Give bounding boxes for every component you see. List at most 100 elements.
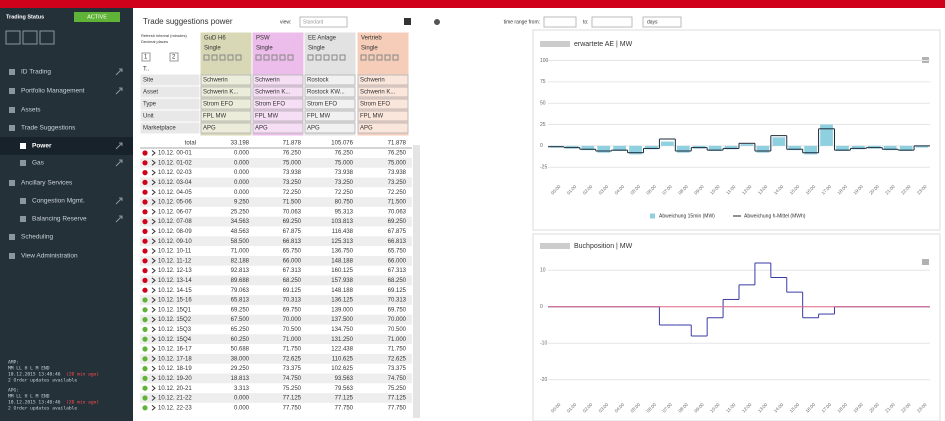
expand-arrow[interactable]: [151, 159, 156, 166]
cell-value: 75.250: [283, 386, 302, 392]
attr-select[interactable]: [304, 110, 356, 122]
column-tool[interactable]: [255, 54, 262, 61]
attr-select[interactable]: [304, 74, 356, 86]
expand-arrow[interactable]: [151, 238, 156, 245]
attr-select[interactable]: [252, 110, 304, 122]
nav-item[interactable]: Scheduling: [21, 234, 54, 241]
attr-select[interactable]: [200, 110, 252, 122]
nav-item[interactable]: ID Trading: [21, 69, 51, 76]
nav-item[interactable]: Trade Suggestions: [21, 125, 76, 132]
attr-select[interactable]: [357, 110, 409, 122]
log-time: 10.12.2015 13:40:46: [8, 400, 61, 406]
expand-arrow[interactable]: [151, 218, 156, 225]
expand-arrow[interactable]: [151, 395, 156, 401]
chart-menu[interactable]: [922, 259, 929, 265]
nav-item[interactable]: Congestion Mgmt.: [32, 198, 85, 205]
attr-select[interactable]: [357, 98, 409, 110]
column-tool[interactable]: [307, 54, 314, 61]
chart-menu[interactable]: [922, 57, 929, 63]
expand-arrow[interactable]: [151, 316, 156, 323]
expand-arrow[interactable]: [151, 169, 156, 176]
expand-arrow[interactable]: [151, 385, 156, 392]
attr-select[interactable]: [304, 122, 356, 134]
attr-select[interactable]: [357, 74, 409, 86]
expand-arrow[interactable]: [151, 267, 156, 274]
scrollbar[interactable]: [413, 145, 420, 418]
expand-arrow[interactable]: [151, 179, 156, 186]
column-tool[interactable]: [287, 54, 294, 61]
attr-select[interactable]: [304, 86, 356, 98]
attr-select[interactable]: [357, 122, 409, 134]
expand-arrow[interactable]: [151, 336, 156, 343]
cell-value: 68.250: [283, 278, 302, 284]
cell-value: 0.000: [234, 396, 250, 402]
expand-arrow[interactable]: [151, 189, 156, 196]
attr-select[interactable]: [200, 74, 252, 86]
column-tool[interactable]: [211, 54, 218, 61]
refresh-input[interactable]: [141, 52, 151, 62]
column-tool[interactable]: [315, 54, 322, 61]
column-tool[interactable]: [219, 54, 226, 61]
expand-arrow[interactable]: [151, 277, 156, 284]
column-tool[interactable]: [339, 54, 346, 61]
icon-button[interactable]: [39, 30, 55, 45]
icon-button[interactable]: [22, 30, 38, 45]
date-to[interactable]: [591, 16, 633, 28]
add-button[interactable]: [404, 18, 411, 25]
column-tool[interactable]: [271, 54, 278, 61]
expand-arrow[interactable]: [151, 287, 156, 294]
bar: [613, 145, 626, 151]
cell-value: 73.938: [283, 170, 302, 176]
bar: [883, 145, 897, 151]
column-tool[interactable]: [376, 54, 383, 61]
expand-arrow[interactable]: [151, 199, 156, 205]
column-tool[interactable]: [235, 54, 242, 61]
icon-button[interactable]: [5, 30, 21, 45]
column-tool[interactable]: [360, 54, 367, 61]
expand-arrow[interactable]: [151, 150, 156, 156]
expand-arrow[interactable]: [151, 248, 156, 254]
expand-arrow[interactable]: [151, 306, 156, 313]
expand-arrow[interactable]: [151, 228, 156, 235]
nav-item[interactable]: Balancing Reserve: [32, 216, 87, 223]
attr-select[interactable]: [200, 86, 252, 98]
nav-item[interactable]: Power: [32, 143, 52, 150]
nav-item[interactable]: Ancillary Services: [21, 180, 73, 187]
column-tool[interactable]: [227, 54, 234, 61]
expand-arrow[interactable]: [151, 355, 156, 362]
decimal-input[interactable]: [169, 52, 179, 62]
nav-item[interactable]: Gas: [32, 160, 45, 167]
nav-item[interactable]: Portfolio Management: [21, 88, 85, 95]
attr-select[interactable]: [200, 122, 252, 134]
attr-select[interactable]: [252, 74, 304, 86]
expand-arrow[interactable]: [151, 346, 156, 352]
expand-arrow[interactable]: [151, 297, 156, 303]
attr-select[interactable]: [252, 122, 304, 134]
column-tool[interactable]: [384, 54, 391, 61]
column-tool[interactable]: [203, 54, 210, 61]
attr-select[interactable]: [357, 86, 409, 98]
view-select[interactable]: [299, 16, 348, 28]
attr-select[interactable]: [200, 98, 252, 110]
column-name: EE Anlage: [308, 36, 337, 42]
column-tool[interactable]: [368, 54, 375, 61]
column-tool[interactable]: [392, 54, 399, 61]
expand-arrow[interactable]: [151, 404, 156, 411]
column-tool[interactable]: [331, 54, 338, 61]
expand-arrow[interactable]: [151, 375, 156, 382]
expand-arrow[interactable]: [151, 257, 156, 264]
expand-arrow[interactable]: [151, 326, 156, 333]
expand-arrow[interactable]: [151, 365, 156, 372]
nav-item[interactable]: Assets: [21, 107, 41, 114]
attr-select[interactable]: [252, 98, 304, 110]
attr-select[interactable]: [304, 98, 356, 110]
column-tool[interactable]: [323, 54, 330, 61]
column-tool[interactable]: [263, 54, 270, 61]
nav-item[interactable]: View Administration: [21, 253, 78, 260]
column-tool[interactable]: [279, 54, 286, 61]
settings-button[interactable]: [434, 19, 440, 25]
attr-select[interactable]: [252, 86, 304, 98]
date-from[interactable]: [543, 16, 577, 28]
unit-select[interactable]: [642, 16, 682, 28]
expand-arrow[interactable]: [151, 208, 156, 215]
